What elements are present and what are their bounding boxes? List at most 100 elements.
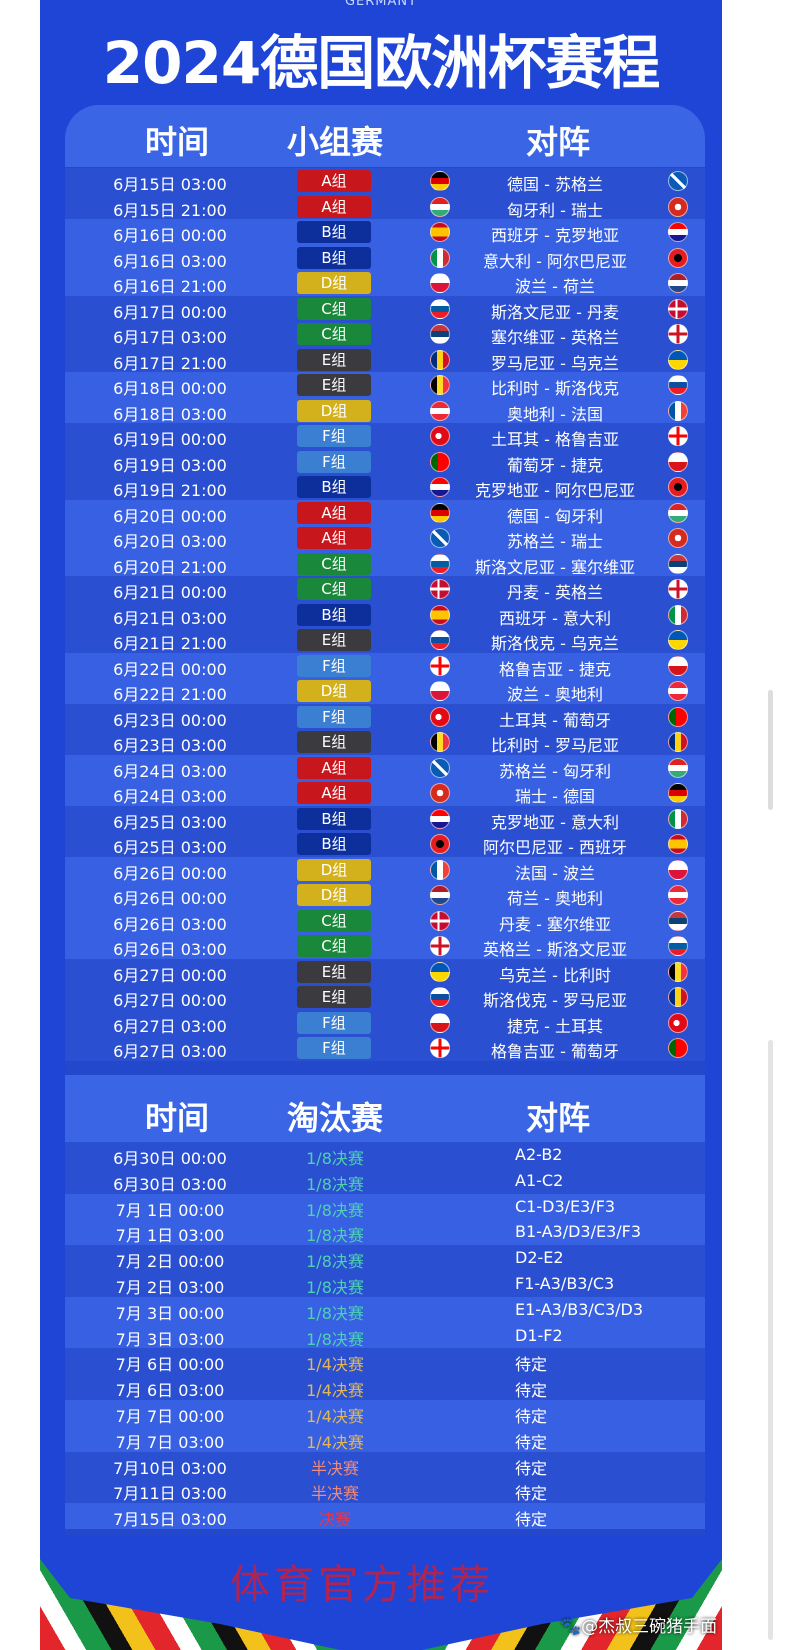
match-entry: 6月15日 03:00 A组 德国 - 苏格兰 [65, 168, 705, 194]
match-time: 7月 6日 03:00 [115, 1381, 225, 1401]
match-entry: 6月27日 00:00 E组 乌克兰 - 比利时 [65, 959, 705, 985]
table-row: 7月 2日 00:00 1/8决赛 D2-E2 [65, 1245, 705, 1272]
belgium-flag-icon [430, 732, 450, 752]
match-time: 7月 1日 00:00 [115, 1200, 225, 1220]
match-entry: 6月17日 21:00 E组 罗马尼亚 - 乌克兰 [65, 347, 705, 373]
match-teams: 斯洛文尼亚 - 塞尔维亚 [475, 557, 635, 577]
netherlands-flag-icon [430, 885, 450, 905]
table-row: 6月16日 00:00 B组 西班牙 - 克罗地亚 [65, 219, 705, 245]
italy-flag-icon [668, 604, 688, 625]
table-row: 6月17日 21:00 E组 罗马尼亚 - 乌克兰 [65, 346, 705, 373]
serbia-flag-icon [430, 324, 450, 344]
match-teams: 奥地利 - 法国 [507, 404, 603, 424]
column-group: 小组赛 [286, 123, 384, 161]
turkey-flag-icon [430, 426, 450, 446]
table-row: 6月17日 00:00 C组 斯洛文尼亚 - 丹麦 [65, 295, 705, 322]
scrollbar[interactable] [768, 1040, 773, 1640]
match-entry: 6月24日 03:00 A组 苏格兰 - 匈牙利 [65, 755, 705, 781]
match-teams: 匈牙利 - 瑞士 [507, 200, 603, 220]
group-badge: B组 [297, 221, 371, 243]
match-teams: 波兰 - 荷兰 [515, 277, 595, 296]
column-time: 时间 [144, 1099, 210, 1137]
table-row: 6月27日 00:00 E组 乌克兰 - 比利时 [65, 958, 705, 985]
table-row: 7月 1日 00:00 1/8决赛 C1-D3/E3/F3 [65, 1193, 705, 1220]
match-teams: F1-A3/B3/C3 [515, 1274, 615, 1293]
match-teams: 苏格兰 - 瑞士 [507, 532, 603, 551]
paw-icon: 🐾 [560, 1617, 582, 1637]
group-badge: F组 [297, 654, 371, 677]
netherlands-flag-icon [668, 273, 688, 293]
slovenia-flag-icon [430, 298, 450, 319]
match-time: 6月24日 03:00 [113, 761, 227, 781]
group-badge: B组 [297, 476, 371, 498]
group-badge: E组 [297, 731, 371, 753]
croatia-flag-icon [430, 808, 450, 829]
ukraine-flag-icon [668, 630, 688, 650]
match-time: 6月25日 03:00 [113, 812, 227, 832]
group-badge: C组 [297, 323, 371, 345]
match-time: 7月 7日 03:00 [115, 1432, 225, 1452]
austria-flag-icon [668, 885, 688, 905]
match-teams: A2-B2 [515, 1145, 563, 1164]
table-row: 6月18日 03:00 D组 奥地利 - 法国 [65, 397, 705, 424]
romania-flag-icon [668, 987, 688, 1007]
group-badge: F组 [297, 450, 371, 473]
czech-flag-icon [668, 451, 688, 472]
table-row: 6月30日 00:00 1/8决赛 A2-B2 [65, 1142, 705, 1168]
turkey-flag-icon [430, 706, 450, 727]
column-round: 淘汰赛 [286, 1099, 384, 1137]
match-time: 6月24日 03:00 [113, 787, 227, 806]
match-time: 6月22日 21:00 [113, 685, 227, 704]
georgia-flag-icon [430, 1038, 450, 1058]
match-teams: 意大利 - 阿尔巴尼亚 [483, 251, 627, 271]
match-teams: 波兰 - 奥地利 [507, 685, 603, 704]
match-teams: 格鲁吉亚 - 捷克 [499, 659, 611, 679]
round-label: 1/8决赛 [306, 1149, 364, 1168]
match-entry: 6月17日 00:00 C组 斯洛文尼亚 - 丹麦 [65, 296, 705, 322]
france-flag-icon [430, 859, 450, 880]
match-teams: 格鲁吉亚 - 葡萄牙 [491, 1042, 619, 1061]
table-row: 7月 6日 00:00 1/4决赛 待定 [65, 1348, 705, 1375]
match-entry: 6月16日 03:00 B组 意大利 - 阿尔巴尼亚 [65, 245, 705, 271]
germany-flag-icon [430, 502, 450, 523]
match-time: 6月16日 00:00 [113, 226, 227, 245]
match-teams: 待定 [515, 1510, 548, 1530]
match-time: 7月 6日 00:00 [115, 1355, 225, 1375]
match-time: 6月27日 03:00 [113, 1016, 227, 1036]
round-label: 半决赛 [310, 1458, 360, 1478]
match-teams: 德国 - 匈牙利 [507, 506, 603, 526]
slovenia-flag-icon [430, 553, 450, 574]
match-entry: 6月19日 00:00 F组 土耳其 - 格鲁吉亚 [65, 423, 705, 449]
match-entry: 6月22日 21:00 D组 波兰 - 奥地利 [65, 678, 705, 704]
subtitle: GERMANY [344, 0, 418, 9]
table-row: 6月27日 03:00 F组 捷克 - 土耳其 [65, 1009, 705, 1036]
match-time: 7月11日 03:00 [113, 1484, 227, 1504]
group-badge: A组 [297, 756, 371, 779]
match-entry: 6月19日 21:00 B组 克罗地亚 - 阿尔巴尼亚 [65, 474, 705, 500]
table-row: 6月26日 03:00 C组 英格兰 - 斯洛文尼亚 [65, 933, 705, 959]
croatia-flag-icon [430, 477, 450, 497]
match-time: 6月16日 21:00 [113, 277, 227, 296]
georgia-flag-icon [668, 426, 688, 446]
portugal-flag-icon [668, 1038, 688, 1058]
match-time: 6月21日 00:00 [113, 583, 227, 602]
match-teams: 比利时 - 罗马尼亚 [491, 736, 619, 755]
table-row: 6月19日 03:00 F组 葡萄牙 - 捷克 [65, 448, 705, 475]
match-time: 6月22日 00:00 [113, 659, 227, 679]
watermark: 体育官方推荐 [230, 1562, 494, 1608]
table-row: 6月26日 00:00 D组 荷兰 - 奥地利 [65, 882, 705, 908]
group-badge: B组 [297, 603, 371, 626]
albania-flag-icon [668, 247, 688, 268]
match-teams: 法国 - 波兰 [515, 863, 595, 883]
round-label: 1/8决赛 [306, 1329, 364, 1349]
england-flag-icon [430, 936, 450, 956]
table-row: 6月23日 00:00 F组 土耳其 - 葡萄牙 [65, 703, 705, 730]
table-row: 7月 1日 03:00 1/8决赛 B1-A3/D3/E3/F3 [65, 1219, 705, 1246]
portugal-flag-icon [668, 706, 688, 727]
table-row: 6月27日 00:00 E组 斯洛伐克 - 罗马尼亚 [65, 984, 705, 1010]
round-label: 1/8决赛 [306, 1278, 364, 1297]
scrollbar[interactable] [768, 690, 773, 810]
table-row: 6月16日 03:00 B组 意大利 - 阿尔巴尼亚 [65, 244, 705, 271]
match-entry: 6月20日 21:00 C组 斯洛文尼亚 - 塞尔维亚 [65, 551, 705, 577]
match-time: 6月17日 21:00 [113, 353, 227, 373]
